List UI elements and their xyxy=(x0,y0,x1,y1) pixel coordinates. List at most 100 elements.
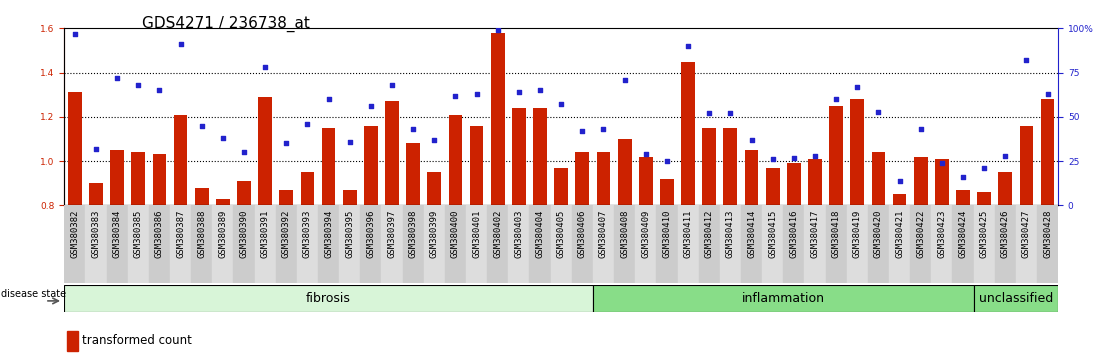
Bar xyxy=(618,139,632,205)
Bar xyxy=(931,205,953,283)
Point xyxy=(679,43,697,49)
Bar xyxy=(423,205,445,283)
Point xyxy=(256,64,274,70)
Bar xyxy=(889,205,910,283)
Bar xyxy=(216,199,229,205)
Point xyxy=(784,155,802,160)
Bar xyxy=(551,205,572,283)
Text: GSM380409: GSM380409 xyxy=(642,209,650,258)
Point xyxy=(954,174,972,180)
Text: GSM380422: GSM380422 xyxy=(916,209,925,258)
Bar xyxy=(66,331,78,351)
Text: inflammation: inflammation xyxy=(741,292,824,305)
Point xyxy=(658,158,676,164)
Bar xyxy=(213,205,234,283)
Text: unclassified: unclassified xyxy=(978,292,1053,305)
Point xyxy=(531,87,548,93)
Point xyxy=(88,146,105,152)
Bar xyxy=(111,150,124,205)
FancyBboxPatch shape xyxy=(593,285,974,312)
Bar xyxy=(276,205,297,283)
Bar xyxy=(977,192,991,205)
Text: GSM380428: GSM380428 xyxy=(1043,209,1053,258)
Bar xyxy=(575,152,589,205)
Point xyxy=(235,149,253,155)
Text: GSM380411: GSM380411 xyxy=(684,209,692,258)
Text: GSM380398: GSM380398 xyxy=(409,209,418,258)
Bar xyxy=(766,168,780,205)
Text: GSM380418: GSM380418 xyxy=(832,209,841,258)
Bar xyxy=(512,108,526,205)
Text: GSM380425: GSM380425 xyxy=(979,209,988,258)
Point xyxy=(130,82,147,88)
Bar xyxy=(825,205,847,283)
Bar xyxy=(258,97,273,205)
Bar xyxy=(407,143,420,205)
Text: GSM380400: GSM380400 xyxy=(451,209,460,258)
Bar xyxy=(956,190,970,205)
Text: GSM380390: GSM380390 xyxy=(239,209,248,258)
Bar xyxy=(745,150,758,205)
Text: GSM380412: GSM380412 xyxy=(705,209,714,258)
Point xyxy=(807,153,824,159)
Text: GSM380410: GSM380410 xyxy=(663,209,671,258)
Bar xyxy=(850,99,864,205)
Bar xyxy=(910,205,931,283)
Point xyxy=(109,75,126,81)
Point xyxy=(975,165,993,171)
Bar xyxy=(741,205,762,283)
Text: GSM380385: GSM380385 xyxy=(134,209,143,258)
FancyBboxPatch shape xyxy=(974,285,1058,312)
Text: GSM380417: GSM380417 xyxy=(810,209,820,258)
Text: GSM380394: GSM380394 xyxy=(325,209,334,258)
Point xyxy=(742,137,760,143)
Bar xyxy=(300,172,315,205)
Point xyxy=(193,123,211,129)
Text: transformed count: transformed count xyxy=(82,334,192,347)
FancyBboxPatch shape xyxy=(64,285,593,312)
Point xyxy=(891,178,909,183)
Bar xyxy=(381,205,402,283)
Bar xyxy=(1019,126,1034,205)
Bar xyxy=(68,92,82,205)
Point xyxy=(763,156,781,162)
Text: GSM380397: GSM380397 xyxy=(388,209,397,258)
Text: GSM380424: GSM380424 xyxy=(958,209,967,258)
Bar xyxy=(808,159,822,205)
Point xyxy=(933,160,951,166)
Bar xyxy=(89,183,103,205)
Bar xyxy=(132,152,145,205)
Bar xyxy=(85,205,106,283)
Bar xyxy=(974,205,995,283)
Text: GSM380402: GSM380402 xyxy=(493,209,502,258)
Point xyxy=(151,87,168,93)
Point xyxy=(721,110,739,116)
Text: GSM380387: GSM380387 xyxy=(176,209,185,258)
Bar xyxy=(720,205,741,283)
Text: GSM380426: GSM380426 xyxy=(1001,209,1009,258)
Point xyxy=(510,89,527,95)
Point xyxy=(595,126,613,132)
Bar xyxy=(342,190,357,205)
Bar xyxy=(868,205,889,283)
Bar xyxy=(847,205,868,283)
Bar xyxy=(1037,205,1058,283)
Point xyxy=(383,82,401,88)
Point xyxy=(298,121,316,127)
Text: GSM380384: GSM380384 xyxy=(113,209,122,258)
Bar xyxy=(321,128,336,205)
Bar xyxy=(530,205,551,283)
Bar xyxy=(153,154,166,205)
Text: GSM380405: GSM380405 xyxy=(556,209,566,258)
Bar xyxy=(174,115,187,205)
Bar xyxy=(699,205,720,283)
Point xyxy=(404,126,422,132)
Text: fibrosis: fibrosis xyxy=(306,292,351,305)
Bar xyxy=(509,205,530,283)
Bar xyxy=(148,205,170,283)
Text: disease state: disease state xyxy=(1,289,66,299)
Bar xyxy=(386,101,399,205)
Bar xyxy=(681,62,695,205)
Bar xyxy=(470,126,483,205)
Bar xyxy=(533,108,547,205)
